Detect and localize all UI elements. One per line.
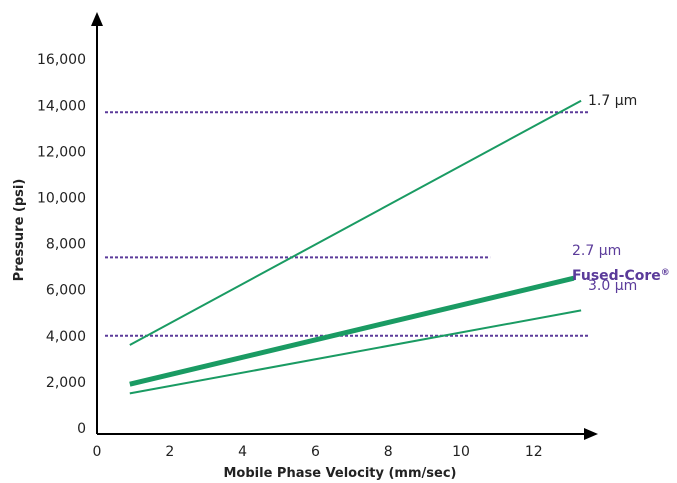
y-tick-label: 4,000 [46,329,86,345]
x-tick-label: 6 [311,444,320,460]
y-tick-label: 6,000 [46,283,86,299]
x-tick-label: 8 [384,444,393,460]
series-line-2 [129,275,575,387]
y-tick-label: 8,000 [46,237,86,253]
x-tick-label: 12 [525,444,543,460]
y-axis-arrow [91,12,103,26]
y-tick-label: 10,000 [37,191,86,207]
series-lines [129,99,582,395]
x-tick-labels: 0 2 4 6 8 10 12 [93,444,543,460]
series-label-fused-core: Fused-Core® [572,268,670,284]
y-tick-label: 14,000 [37,98,86,114]
x-axis-arrow [584,428,598,440]
x-tick-label: 2 [165,444,174,460]
registered-mark: ® [661,268,670,278]
series-label-2-7um: 2.7 µm [572,243,621,259]
reference-lines [105,111,589,337]
fused-core-text: Fused-Core [572,268,661,284]
series-label-1-7um: 1.7 µm [588,93,637,109]
y-tick-label: 16,000 [37,52,86,68]
series-line-1 [129,99,582,346]
y-tick-label: 2,000 [46,375,86,391]
x-tick-label: 4 [238,444,247,460]
x-tick-label: 0 [93,444,102,460]
series-line-3 [129,309,582,395]
x-tick-label: 10 [452,444,470,460]
x-axis-title: Mobile Phase Velocity (mm/sec) [224,466,457,481]
y-tick-label: 0 [77,421,86,437]
y-axis-title: Pressure (psi) [12,179,27,282]
series-label-3-0um: 3.0 µm [588,278,637,294]
y-tick-labels: 0 2,000 4,000 6,000 8,000 10,000 12,000 14,000 1… [37,52,86,437]
y-tick-label: 12,000 [37,144,86,160]
